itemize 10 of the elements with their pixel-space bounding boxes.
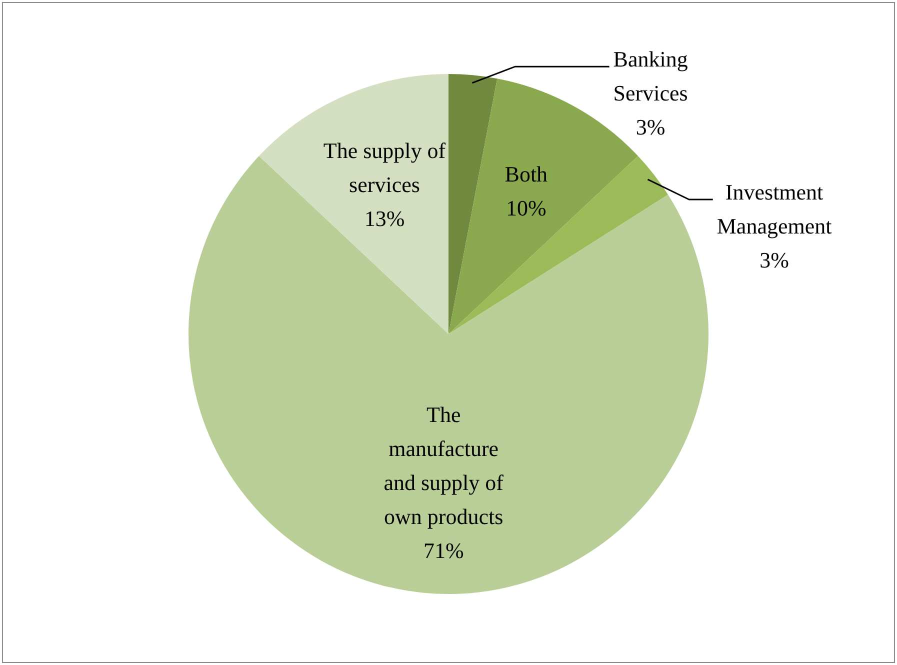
data-label: 71% bbox=[423, 538, 464, 563]
slice-label: The supply of services bbox=[323, 138, 446, 197]
slice-label: Both bbox=[504, 162, 548, 187]
data-label: 3% bbox=[636, 114, 666, 140]
data-label: 10% bbox=[506, 196, 546, 221]
data-label: 13% bbox=[364, 206, 405, 231]
data-label: 3% bbox=[760, 247, 789, 272]
slice-label: The manufacture and supply of own products bbox=[384, 402, 504, 529]
slice-label: Investment Management bbox=[716, 179, 832, 238]
slice-label: Banking Services bbox=[613, 46, 688, 106]
